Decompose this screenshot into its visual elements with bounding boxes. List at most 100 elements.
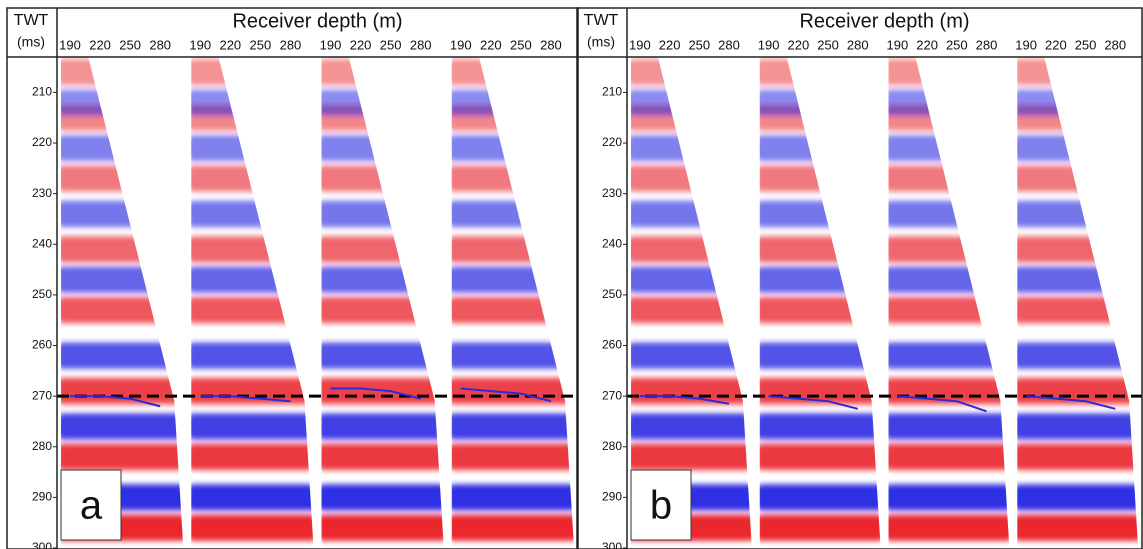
seismic-band: [631, 296, 752, 324]
seismic-band: [1017, 89, 1139, 116]
x-tick-label: 280: [280, 37, 302, 52]
y-tick-label: 270: [32, 388, 52, 402]
pick-line: [897, 395, 987, 413]
y-tick-label: 270: [602, 388, 622, 402]
seismic-band: [451, 443, 575, 471]
gather: [888, 59, 1010, 541]
x-tick-label: 280: [976, 37, 998, 52]
y-axis-title: TWT: [584, 12, 619, 29]
seismic-band: [321, 296, 444, 324]
seismic-band: [759, 443, 881, 471]
gather: [1017, 59, 1139, 541]
seismic-band: [321, 443, 444, 471]
seismic-band: [1017, 484, 1139, 511]
y-axis-unit: (ms): [17, 34, 45, 50]
seismic-band: [888, 89, 1010, 116]
x-tick-label: 190: [758, 37, 780, 52]
seismic-band: [61, 342, 184, 369]
seismic-band: [191, 413, 314, 440]
seismic-band: [61, 200, 184, 228]
seismic-band: [759, 236, 881, 263]
x-tick-label: 280: [149, 37, 171, 52]
panel: TWT (ms) Receiver depth (m) 190 220 250 280 190…: [576, 7, 1143, 549]
gather-bands: [631, 59, 752, 541]
y-tick-label: 280: [602, 439, 622, 453]
x-tick-label: 280: [847, 37, 869, 52]
seismic-band: [1017, 165, 1139, 192]
x-tick-label: 220: [480, 37, 502, 52]
panel-label: b: [650, 484, 672, 528]
seismic-band: [1017, 342, 1139, 369]
panel-label-box: [60, 469, 122, 541]
gather: [321, 59, 444, 541]
seismic-band: [631, 89, 752, 116]
seismic-band: [888, 134, 1010, 162]
gather: [451, 59, 575, 541]
seismic-band: [631, 413, 752, 440]
x-tick-label: 250: [510, 37, 532, 52]
seismic-band: [321, 484, 444, 511]
seismic-band: [1017, 134, 1139, 162]
panel-label: a: [80, 484, 103, 528]
gather-bands: [321, 59, 444, 541]
seismic-band: [61, 443, 184, 471]
pick-line: [768, 395, 859, 410]
x-tick-label: 250: [688, 37, 710, 52]
x-tick-label: 280: [540, 37, 562, 52]
x-tick-label: 220: [219, 37, 241, 52]
seismic-band: [888, 200, 1010, 228]
seismic-band: [631, 134, 752, 162]
seismic-band: [888, 59, 1010, 86]
seismic-band: [1017, 443, 1139, 471]
y-tick-label: 220: [602, 135, 622, 149]
y-tick-label: 250: [602, 287, 622, 301]
seismic-band: [759, 484, 881, 511]
seismic-band: [451, 377, 575, 405]
x-tick-label: 250: [119, 37, 141, 52]
seismic-band: [759, 266, 881, 293]
seismic-band: [191, 89, 314, 116]
seismic-band: [61, 134, 184, 162]
seismic-band: [321, 266, 444, 293]
y-tick-label: 210: [32, 85, 52, 99]
x-tick-label: 250: [380, 37, 402, 52]
seismic-band: [451, 165, 575, 192]
x-tick-label: 190: [1015, 37, 1037, 52]
seismic-band: [631, 165, 752, 192]
y-tick-label: 300: [602, 540, 622, 549]
y-tick-label: 240: [32, 236, 52, 250]
seismic-band: [451, 342, 575, 369]
seismic-band: [61, 377, 184, 405]
x-tick-label: 220: [916, 37, 938, 52]
seismic-band: [1017, 200, 1139, 228]
seismic-band: [321, 413, 444, 440]
seismic-band: [888, 484, 1010, 511]
seismic-band: [191, 236, 314, 263]
seismic-band: [759, 514, 881, 541]
y-tick-label: 280: [32, 439, 52, 453]
seismic-band: [1017, 413, 1139, 440]
seismic-band: [631, 266, 752, 293]
x-tick-label: 190: [450, 37, 472, 52]
pick-line: [70, 395, 161, 408]
seismic-band: [631, 377, 752, 405]
pick-line: [330, 387, 421, 400]
y-tick-label: 300: [32, 540, 52, 549]
seismic-band: [759, 89, 881, 116]
seismic-band: [191, 134, 314, 162]
x-tick-label: 190: [189, 37, 211, 52]
seismic-band: [61, 165, 184, 192]
seismic-band: [888, 443, 1010, 471]
seismic-band: [1017, 296, 1139, 324]
seismic-band: [451, 296, 575, 324]
y-tick-label: 290: [602, 490, 622, 504]
seismic-band: [61, 296, 184, 324]
y-tick-label: 230: [602, 186, 622, 200]
seismic-band: [321, 134, 444, 162]
seismic-band: [888, 266, 1010, 293]
seismic-band: [451, 413, 575, 440]
seismic-band: [631, 200, 752, 228]
y-tick-label: 230: [32, 186, 52, 200]
x-tick-label: 190: [629, 37, 651, 52]
seismic-band: [759, 200, 881, 228]
